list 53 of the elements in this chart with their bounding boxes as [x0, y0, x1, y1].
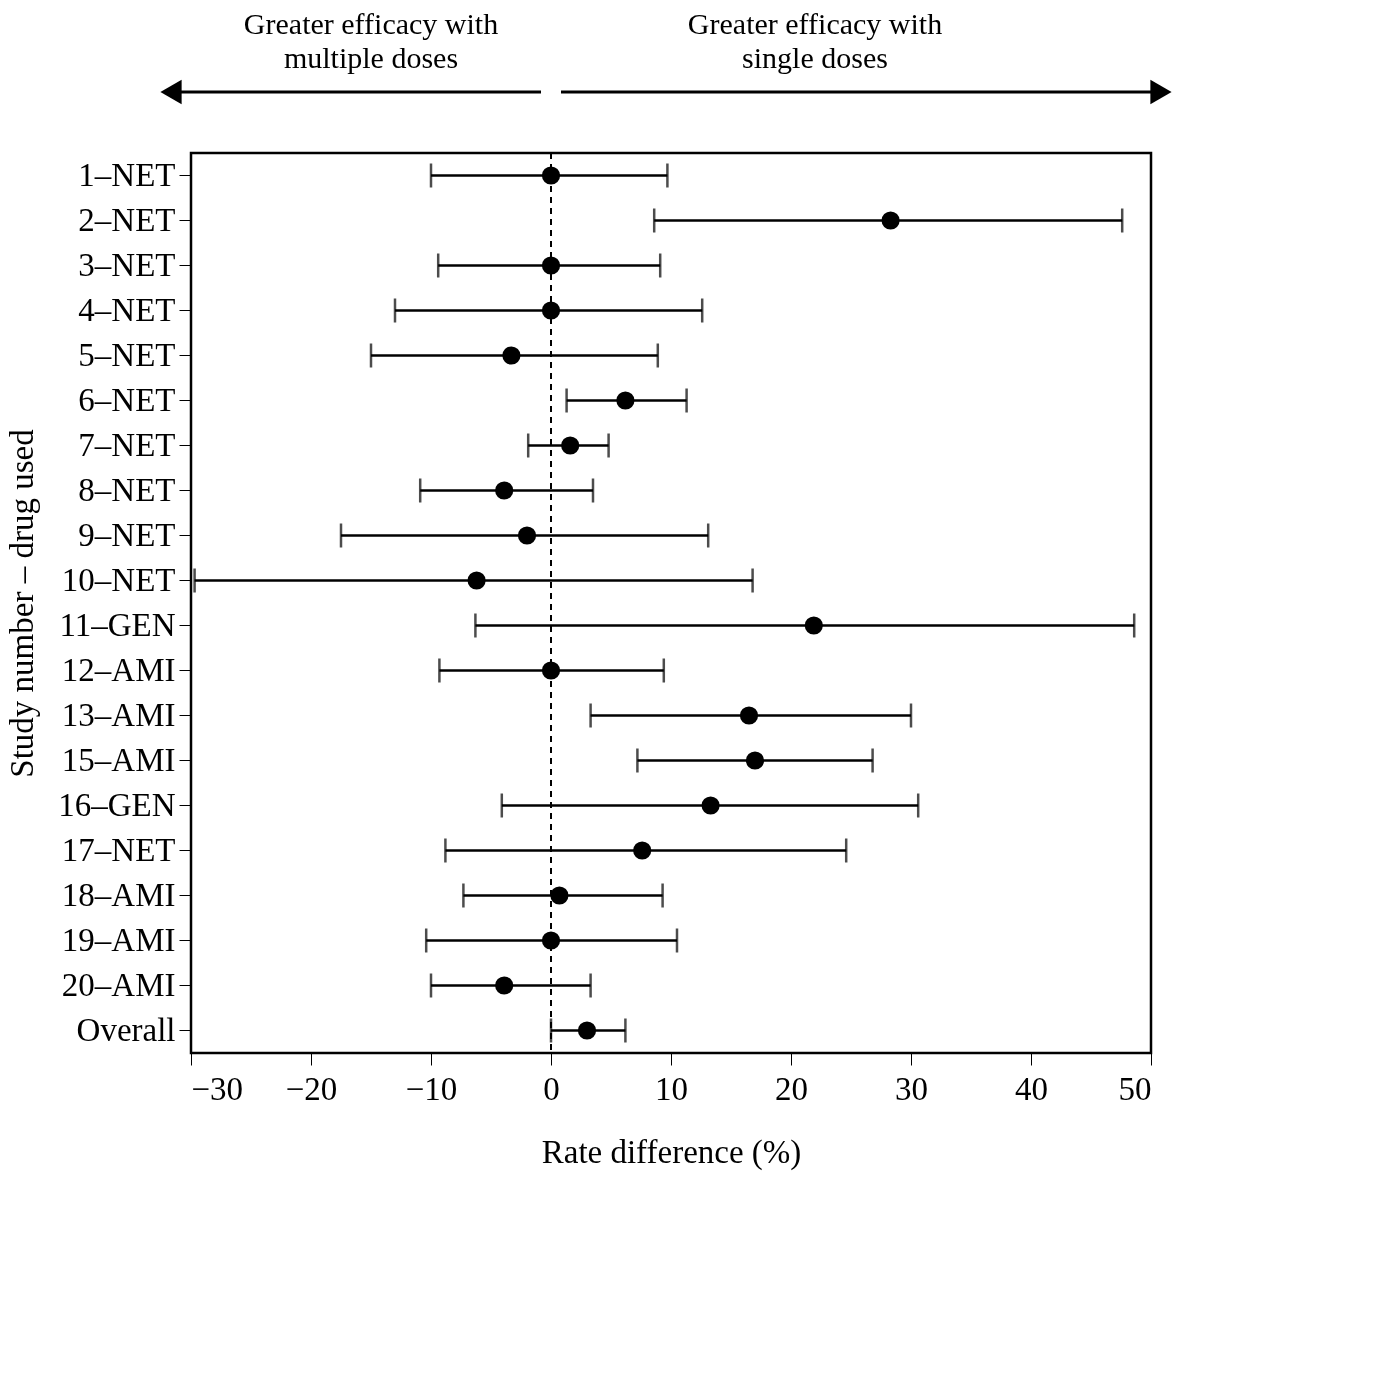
- x-tick-label: 20: [775, 1070, 808, 1107]
- point: [541, 256, 561, 275]
- x-tick-label: 40: [1015, 1070, 1048, 1107]
- y-axis-title: Study number – drug used: [4, 428, 41, 778]
- x-tick-label: −30: [191, 1070, 244, 1107]
- point: [745, 751, 765, 770]
- point: [541, 931, 561, 950]
- x-tick-label: 0: [543, 1070, 560, 1107]
- y-tick-label: 5–NET: [78, 336, 176, 373]
- point: [517, 526, 537, 545]
- x-tick-label: −20: [285, 1070, 338, 1107]
- y-tick-label: 3–NET: [78, 246, 176, 283]
- point: [495, 976, 514, 995]
- y-tick-label: 1–NET: [78, 156, 176, 193]
- point: [502, 346, 521, 365]
- y-tick-label: 13–AMI: [61, 696, 176, 733]
- point: [550, 886, 569, 905]
- x-tick-label: 10: [655, 1070, 688, 1107]
- y-tick-label: 7–NET: [78, 426, 176, 463]
- y-tick-label: 8–NET: [78, 471, 176, 508]
- y-tick-label: 18–AMI: [61, 876, 176, 913]
- point: [739, 706, 759, 725]
- x-axis-title: Rate difference (%): [541, 1133, 802, 1171]
- text: Greater efficacy with single doses: [687, 7, 943, 74]
- y-tick-label: 2–NET: [78, 201, 176, 238]
- y-tick-label: Overall: [76, 1011, 176, 1048]
- x-tick-label: 30: [895, 1070, 928, 1107]
- x-tick-label: 50: [1118, 1070, 1152, 1107]
- point: [633, 841, 652, 860]
- point: [541, 301, 561, 320]
- y-tick-label: 9–NET: [78, 516, 176, 553]
- point: [561, 436, 580, 455]
- y-tick-label: 17–NET: [61, 831, 176, 868]
- y-tick-label: 19–AMI: [61, 921, 176, 958]
- y-tick-label: 4–NET: [78, 291, 176, 328]
- text: Greater efficacy with multiple doses: [243, 7, 499, 74]
- y-tick-label: 12–AMI: [61, 651, 176, 688]
- y-tick-label: 20–AMI: [61, 966, 176, 1003]
- y-tick-label: 11–GEN: [59, 606, 176, 643]
- y-tick-label: 6–NET: [78, 381, 176, 418]
- point: [577, 1021, 597, 1040]
- point: [541, 661, 561, 680]
- y-tick-label: 10–NET: [61, 561, 176, 598]
- point: [467, 571, 486, 590]
- x-tick-label: −10: [405, 1070, 458, 1107]
- point: [881, 211, 900, 230]
- y-tick-label: 16–GEN: [58, 786, 176, 823]
- point: [541, 166, 561, 185]
- point: [701, 796, 720, 815]
- point: [804, 616, 823, 635]
- point: [616, 391, 635, 410]
- y-tick-label: 15–AMI: [61, 741, 176, 778]
- point: [495, 481, 514, 500]
